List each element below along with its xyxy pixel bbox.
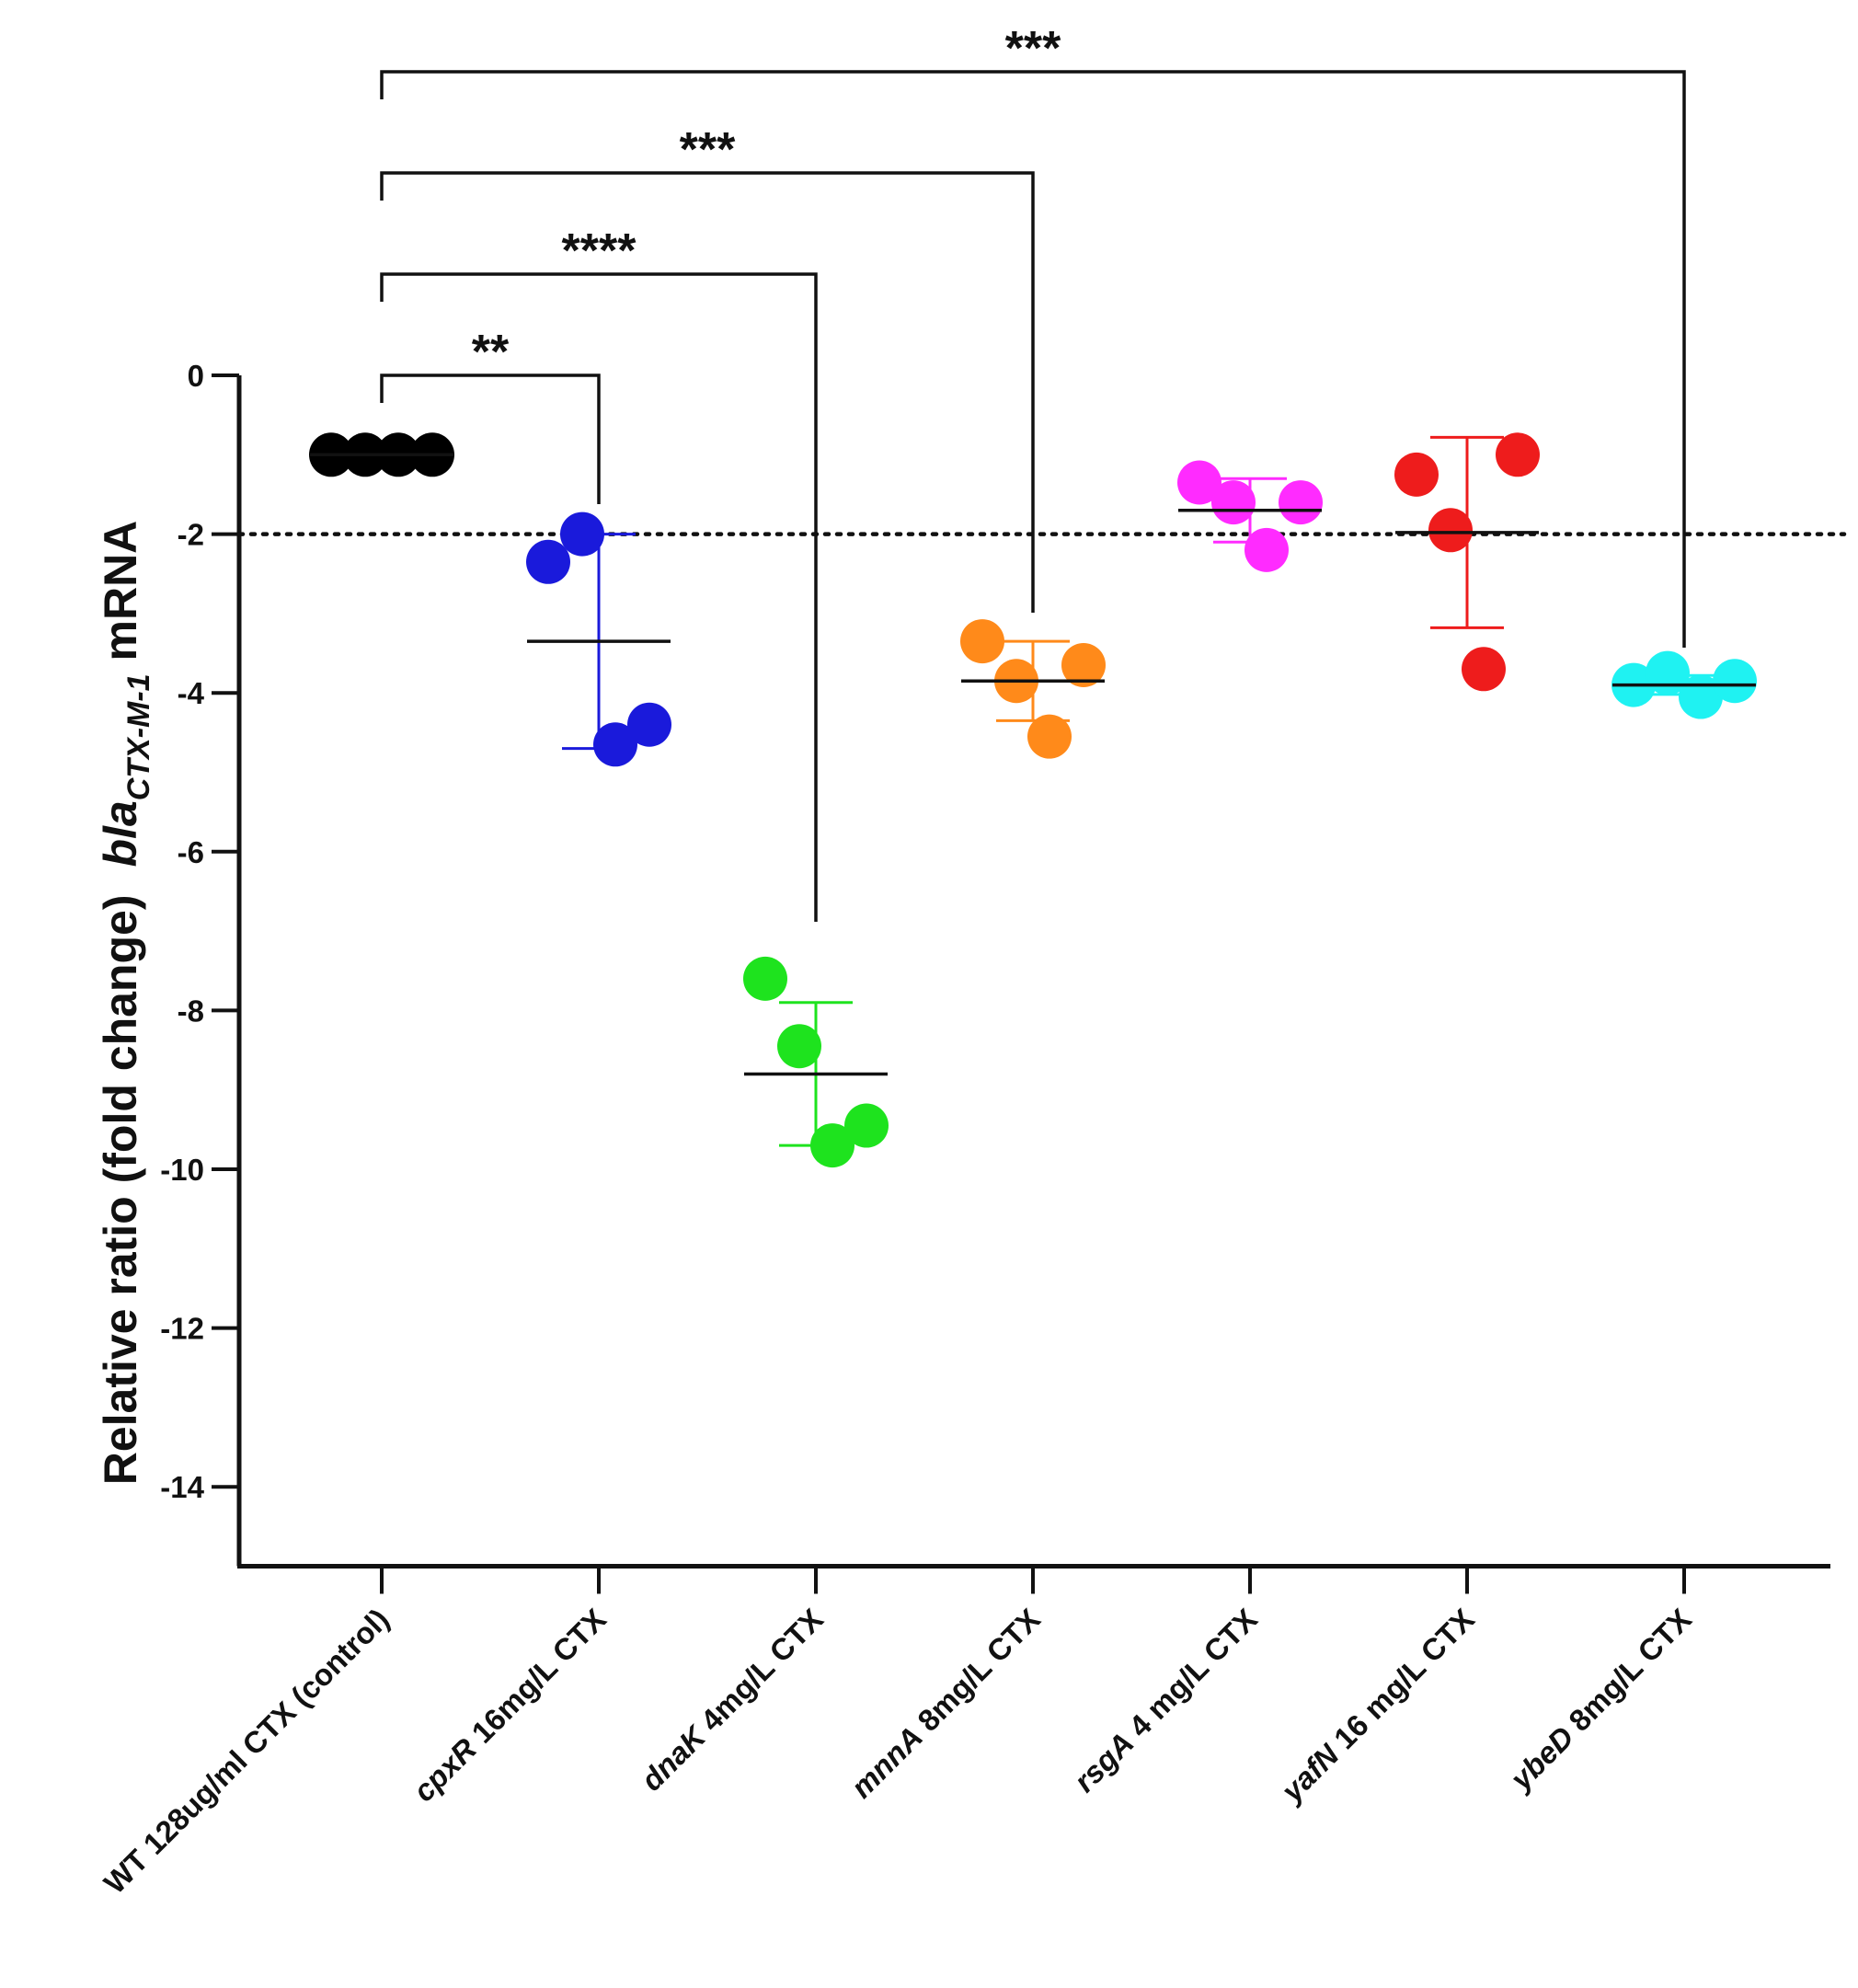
x-axis-labels: WT 128ug/ml CTX (control) cpxR 16mg/L CTX… [97, 1602, 1698, 1900]
x-category-text: 8mg/L CTX [905, 1602, 1047, 1743]
x-category-text: 4mg/L CTX [688, 1602, 830, 1743]
data-point [844, 1103, 889, 1148]
y-axis-label: Relative ratio (fold change) blaCTX-M-1 m… [95, 521, 156, 1486]
x-category-label: mnnA 8mg/L CTX [844, 1602, 1047, 1804]
significance-label: **** [562, 224, 637, 278]
x-category-text: 4 mg/L CTX [1116, 1602, 1264, 1750]
y-tick-label: -8 [178, 994, 204, 1028]
data-point [1279, 480, 1323, 525]
data-point [627, 702, 671, 747]
data-point [1177, 460, 1221, 505]
significance-label: ** [472, 326, 510, 379]
significance-bracket [380, 373, 601, 504]
x-category-text: 16 mg/L CTX [1321, 1602, 1481, 1762]
data-point [777, 1024, 821, 1069]
data-point [1462, 647, 1506, 692]
y-axis-label-subscript: CTX-M-1 [121, 673, 156, 800]
significance-label: *** [1005, 22, 1061, 75]
x-category-label: ybeD 8mg/L CTX [1502, 1602, 1698, 1798]
y-axis-label-suffix: mRNA [95, 521, 146, 674]
significance-bracket [380, 171, 1035, 613]
data-point [1713, 659, 1757, 704]
group-5 [1394, 432, 1540, 692]
significance-label: *** [680, 123, 736, 177]
data-point [1428, 508, 1473, 553]
x-category-text: WT 128ug/ml CTX (control) [97, 1602, 396, 1900]
data-point [743, 956, 787, 1001]
significance-bracket [380, 70, 1686, 648]
significance-brackets: ************ [380, 22, 1686, 922]
group-4 [1177, 460, 1323, 572]
data-point [1496, 432, 1540, 477]
group-3 [960, 619, 1106, 759]
x-category-gene: mnnA [844, 1719, 929, 1804]
data-point [1244, 527, 1289, 572]
x-category-label: WT 128ug/ml CTX (control) [97, 1602, 396, 1900]
y-tick-label: -10 [160, 1153, 204, 1187]
x-category-label: rsgA 4 mg/L CTX [1067, 1602, 1264, 1798]
y-tick-label: -6 [178, 835, 204, 869]
group-0 [309, 432, 454, 477]
y-tick-label: -14 [160, 1470, 204, 1504]
group-6 [1611, 650, 1757, 719]
data-point [1394, 452, 1439, 497]
y-tick-label: 0 [188, 359, 204, 393]
data-point [1061, 642, 1106, 687]
y-axis-label-gene: bla [95, 800, 146, 867]
axes: 0 -2 -4 -6 -8 -10 -12 -14 [160, 359, 1830, 1594]
x-category-label: cpxR 16mg/L CTX [407, 1602, 613, 1808]
x-category-text: 8mg/L CTX [1556, 1602, 1698, 1743]
x-category-label: dnaK 4mg/L CTX [635, 1602, 830, 1797]
data-point [1027, 714, 1072, 759]
y-tick-label: -2 [178, 518, 204, 552]
y-axis-label-prefix: Relative ratio (fold change) [95, 895, 146, 1486]
data-groups [309, 432, 1757, 1168]
y-tick-label: -12 [160, 1312, 204, 1346]
y-tick-label: -4 [178, 676, 205, 710]
data-point [960, 619, 1004, 664]
data-point [593, 722, 637, 767]
data-point [1211, 480, 1256, 525]
data-point [526, 539, 570, 584]
x-category-label: yafN 16 mg/L CTX [1273, 1602, 1481, 1810]
group-1 [526, 511, 671, 767]
significance-bracket [380, 272, 818, 922]
x-category-text: 16mg/L CTX [459, 1602, 613, 1755]
group-2 [743, 956, 889, 1168]
data-point [810, 1123, 854, 1168]
data-point [560, 511, 604, 557]
